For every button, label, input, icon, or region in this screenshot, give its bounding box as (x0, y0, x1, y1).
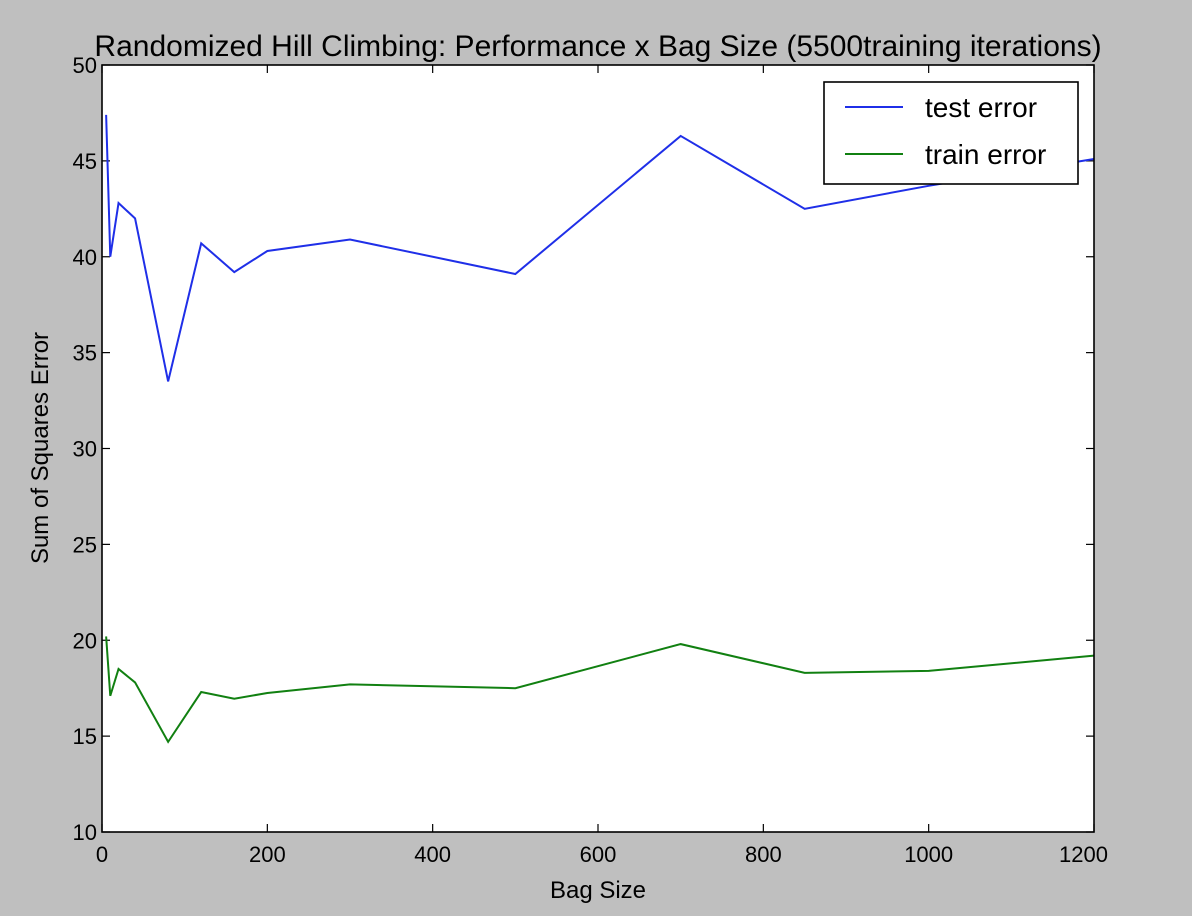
x-tick-label: 0 (96, 842, 108, 867)
series-lines (105, 114, 1095, 744)
y-tick-label: 15 (73, 724, 97, 749)
legend: test error train error (823, 81, 1079, 185)
y-tick-label: 20 (73, 628, 97, 653)
plot-area (102, 65, 1094, 832)
series-line-test-error (105, 114, 1095, 382)
x-tick-label: 200 (249, 842, 286, 867)
y-axis-label: Sum of Squares Error (27, 332, 54, 564)
x-tick-label: 1000 (904, 842, 953, 867)
plot-frame (101, 64, 1095, 833)
y-tick-label: 10 (73, 820, 97, 845)
x-tick-label: 400 (414, 842, 451, 867)
legend-label-test-error: test error (925, 92, 1037, 123)
y-tick-label: 45 (73, 149, 97, 174)
chart-title: Randomized Hill Climbing: Performance x … (94, 30, 1101, 63)
chart-title-number: 5500 (796, 30, 863, 63)
x-tick-label: 1200 (1059, 842, 1108, 867)
x-axis-label: Bag Size (550, 877, 646, 904)
y-ticks: 10 15 20 25 30 35 40 45 50 (73, 53, 1094, 845)
y-tick-label: 30 (73, 437, 97, 462)
legend-label-train-error: train error (925, 139, 1046, 170)
y-tick-label: 25 (73, 532, 97, 557)
y-tick-label: 50 (73, 53, 97, 78)
series-line-train-error (105, 636, 1095, 744)
y-tick-label: 40 (73, 245, 97, 270)
y-tick-label: 35 (73, 341, 97, 366)
x-tick-label: 800 (745, 842, 782, 867)
x-tick-label: 600 (580, 842, 617, 867)
chart-title-suffix: training iterations) (863, 30, 1101, 63)
chart-title-prefix: Randomized Hill Climbing: Performance x … (94, 30, 796, 63)
x-ticks: 0 200 400 600 800 1000 1200 (96, 65, 1108, 867)
legend-box (823, 81, 1079, 185)
